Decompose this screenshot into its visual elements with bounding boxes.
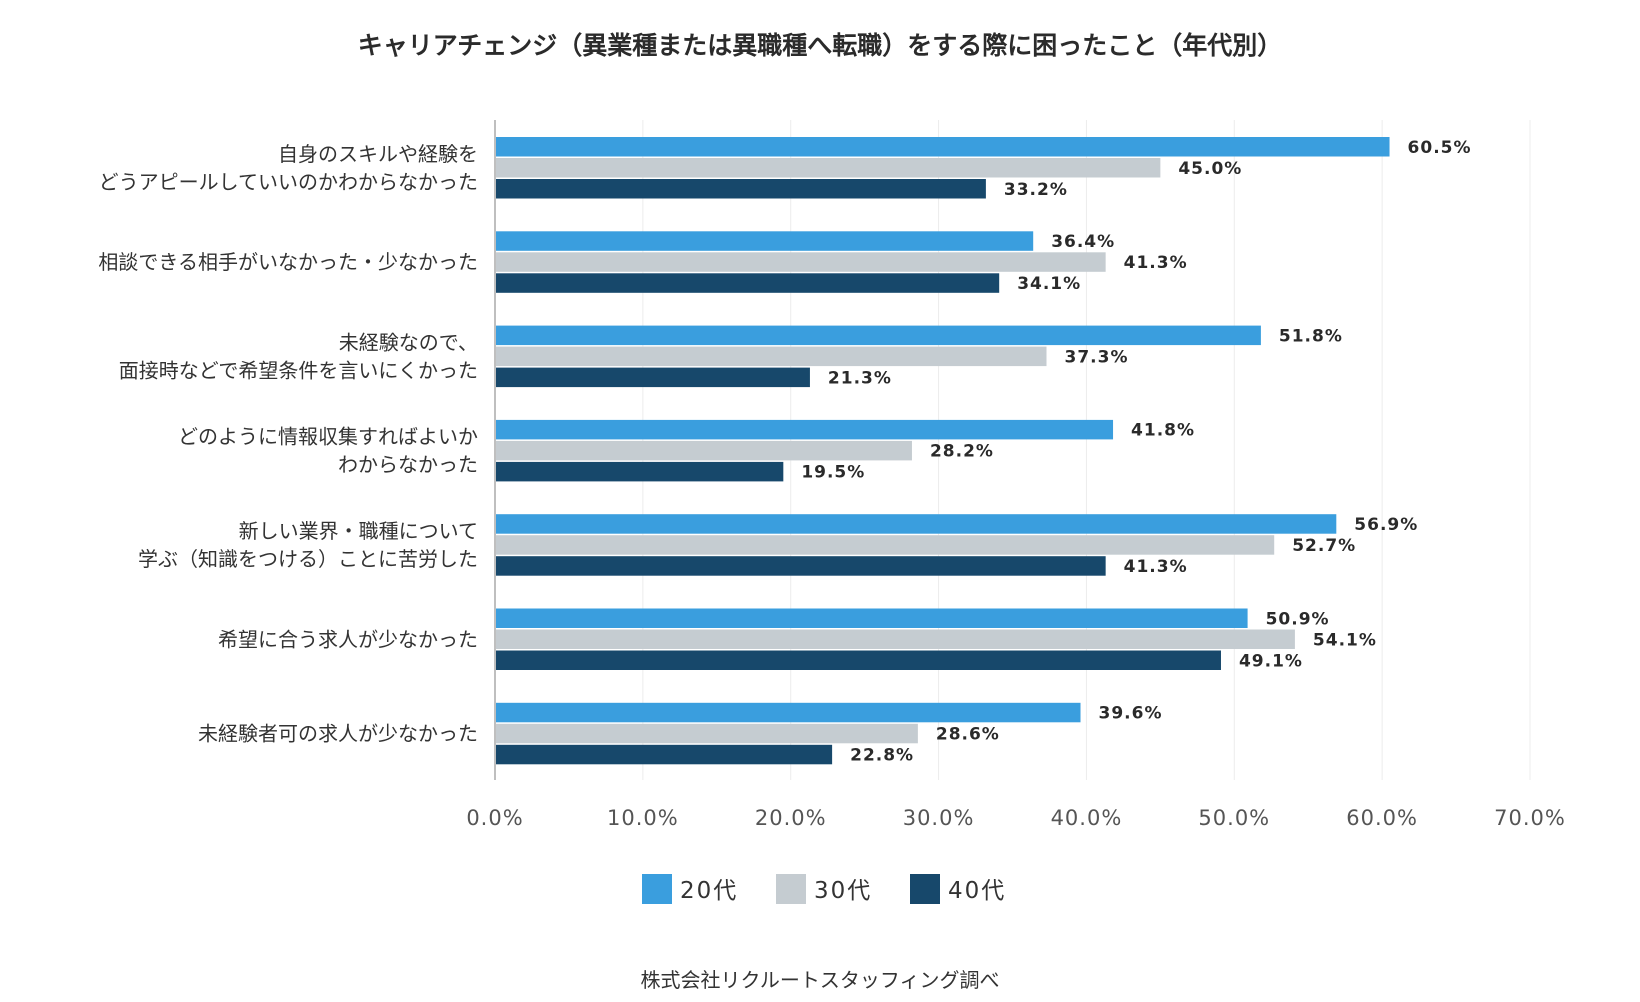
category-label: 学ぶ（知識をつける）ことに苦労した — [138, 547, 478, 571]
value-label: 41.3% — [1124, 557, 1188, 577]
value-label: 33.2% — [1004, 180, 1068, 200]
value-label: 41.3% — [1124, 253, 1188, 273]
bar-30代 — [495, 723, 918, 744]
value-label: 49.1% — [1239, 651, 1303, 671]
x-tick-label: 10.0% — [607, 806, 679, 830]
bar-40代 — [495, 461, 784, 482]
x-axis-ticks: 0.0% 10.0% 20.0% 30.0% 40.0% 50.0% 60.0% 70.0% — [466, 806, 1566, 830]
value-label: 51.8% — [1279, 326, 1343, 346]
bar-20代 — [495, 608, 1248, 628]
category-label: 相談できる相手がいなかった・少なかった — [98, 250, 478, 274]
legend: 20代 30代 40代 — [642, 874, 1006, 904]
x-tick-label: 0.0% — [466, 806, 523, 830]
category-label: 自身のスキルや経験を — [278, 142, 478, 166]
chart-title: キャリアチェンジ（異業種または異職種へ転職）をする際に困ったこと（年代別） — [357, 31, 1283, 60]
category-label: 未経験なので、 — [339, 330, 478, 354]
value-label: 21.3% — [828, 368, 892, 388]
value-label: 60.5% — [1408, 138, 1472, 158]
category-label: 新しい業界・職種について — [239, 519, 478, 543]
value-label: 28.6% — [936, 725, 1000, 745]
legend-swatch-20代 — [642, 874, 672, 904]
value-label: 28.2% — [930, 442, 994, 462]
bar-40代 — [495, 744, 833, 765]
x-tick-label: 30.0% — [903, 806, 975, 830]
value-label: 52.7% — [1292, 536, 1356, 556]
bar-30代 — [495, 158, 1161, 178]
value-label: 45.0% — [1178, 159, 1242, 179]
bar-20代 — [495, 419, 1114, 440]
bar-30代 — [495, 346, 1047, 367]
category-label: どうアピールしていいのかわからなかった — [99, 170, 478, 194]
value-label: 34.1% — [1017, 274, 1081, 294]
value-label: 41.8% — [1131, 421, 1195, 441]
legend-swatch-30代 — [776, 874, 806, 904]
bar-40代 — [495, 273, 1000, 293]
value-label: 22.8% — [850, 746, 914, 766]
bar-30代 — [495, 535, 1275, 555]
value-label: 36.4% — [1051, 232, 1115, 252]
legend-swatch-40代 — [910, 874, 940, 904]
value-label: 39.6% — [1099, 704, 1163, 724]
source-credit: 株式会社リクルートスタッフィング調べ — [640, 968, 1000, 992]
bar-20代 — [495, 231, 1034, 251]
value-label: 37.3% — [1065, 347, 1129, 367]
bar-40代 — [495, 367, 810, 388]
bar-20代 — [495, 325, 1261, 346]
bar-20代 — [495, 514, 1337, 534]
legend-label: 40代 — [948, 878, 1006, 904]
value-label: 19.5% — [801, 463, 865, 483]
bar-30代 — [495, 440, 912, 461]
category-label: 面接時などで希望条件を言いにくかった — [119, 358, 478, 382]
category-label: 未経験者可の求人が少なかった — [198, 722, 478, 746]
bar-20代 — [495, 702, 1081, 723]
category-labels: 自身のスキルや経験をどうアピールしていいのかわからなかった相談できる相手がいなか… — [98, 142, 478, 746]
x-tick-label: 70.0% — [1494, 806, 1566, 830]
bar-30代 — [495, 629, 1295, 649]
value-label: 50.9% — [1266, 609, 1330, 629]
x-tick-label: 50.0% — [1198, 806, 1270, 830]
value-label: 56.9% — [1354, 515, 1418, 535]
category-label: わからなかった — [338, 453, 478, 477]
legend-label: 30代 — [814, 878, 872, 904]
x-tick-label: 40.0% — [1051, 806, 1123, 830]
value-label: 54.1% — [1313, 630, 1377, 650]
category-label: 希望に合う求人が少なかった — [218, 627, 478, 651]
category-label: どのように情報収集すればよいか — [178, 425, 478, 449]
bar-20代 — [495, 137, 1390, 157]
bar-40代 — [495, 179, 986, 199]
bar-40代 — [495, 556, 1106, 576]
bars: 60.5% 45.0% 33.2% 36.4% 41.3% 34.1% 51.8% 37.3%… — [495, 137, 1472, 766]
legend-label: 20代 — [680, 878, 738, 904]
bar-30代 — [495, 252, 1106, 272]
bar-40代 — [495, 650, 1221, 670]
x-tick-label: 60.0% — [1346, 806, 1418, 830]
x-tick-label: 20.0% — [755, 806, 827, 830]
